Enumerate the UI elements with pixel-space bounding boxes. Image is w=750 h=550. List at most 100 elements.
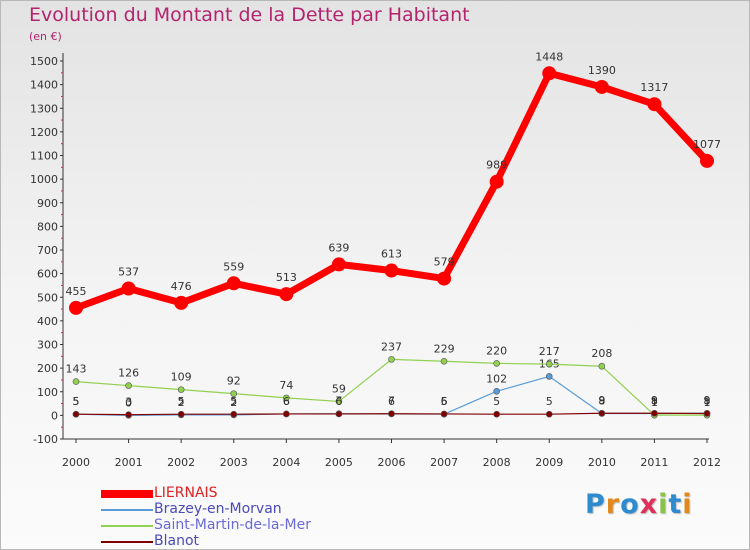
data-point bbox=[125, 382, 132, 389]
data-point bbox=[545, 410, 553, 418]
data-label: 6 bbox=[388, 395, 395, 408]
logo-letter: P bbox=[585, 489, 606, 520]
data-label: 6 bbox=[441, 395, 448, 408]
data-label: 989 bbox=[486, 159, 507, 172]
data-label: 6 bbox=[335, 395, 342, 408]
logo-letter: r bbox=[605, 489, 621, 520]
data-label: 9 bbox=[598, 394, 605, 407]
data-label: 5 bbox=[73, 395, 80, 408]
data-label: 8 bbox=[651, 394, 658, 407]
data-label: 5 bbox=[493, 395, 500, 408]
data-label: 0 bbox=[125, 396, 132, 409]
data-point bbox=[493, 410, 500, 418]
data-label: 6 bbox=[283, 395, 290, 408]
y-tick-label: 1500 bbox=[30, 55, 58, 68]
data-label: 208 bbox=[591, 347, 612, 360]
x-tick-label: 2008 bbox=[483, 456, 511, 469]
data-label: 237 bbox=[381, 340, 402, 353]
data-point bbox=[125, 411, 132, 418]
data-point bbox=[493, 360, 500, 367]
data-point bbox=[388, 410, 395, 418]
data-point bbox=[335, 410, 343, 418]
data-point bbox=[647, 97, 662, 112]
data-point bbox=[700, 153, 714, 168]
data-point bbox=[72, 410, 80, 418]
y-tick-label: 400 bbox=[37, 315, 58, 328]
y-tick-label: 1300 bbox=[30, 102, 58, 115]
data-label: 3 bbox=[125, 396, 132, 409]
data-label: 639 bbox=[328, 241, 349, 254]
data-label: 5 bbox=[178, 395, 185, 408]
chart-unit-label: (en €) bbox=[29, 30, 62, 43]
x-tick-label: 2012 bbox=[693, 456, 721, 469]
x-tick-label: 2002 bbox=[167, 456, 195, 469]
y-tick-label: 1400 bbox=[30, 79, 58, 92]
data-point bbox=[384, 263, 399, 278]
data-label: 1077 bbox=[693, 138, 721, 151]
legend-swatch bbox=[101, 509, 153, 511]
y-tick-label: 900 bbox=[37, 197, 58, 210]
data-label: 5 bbox=[230, 395, 237, 408]
data-label: 8 bbox=[598, 394, 605, 407]
data-label: 102 bbox=[486, 372, 507, 385]
data-label: 109 bbox=[171, 371, 192, 384]
logo-letter: t bbox=[668, 489, 683, 520]
data-label: 613 bbox=[381, 248, 402, 261]
logo-letter: i bbox=[658, 489, 669, 520]
data-label: 2 bbox=[178, 396, 185, 409]
legend-label: Brazey-en-Morvan bbox=[154, 501, 282, 517]
data-label: 5 bbox=[441, 395, 448, 408]
data-point bbox=[542, 66, 557, 81]
x-tick-label: 2001 bbox=[115, 456, 143, 469]
legend-swatch bbox=[101, 541, 153, 543]
data-label: 1 bbox=[704, 396, 711, 409]
y-tick-label: 500 bbox=[37, 291, 58, 304]
x-tick-label: 2006 bbox=[378, 456, 406, 469]
data-label: 6 bbox=[283, 395, 290, 408]
y-tick-label: 600 bbox=[37, 268, 58, 281]
data-label: 537 bbox=[118, 266, 139, 279]
data-point bbox=[651, 409, 658, 417]
data-point bbox=[437, 271, 452, 286]
series-liernais: 455 537 476 559 513 639 613 579 989 1448 1390 1317 1… bbox=[66, 50, 721, 315]
data-point bbox=[388, 356, 395, 363]
data-label: 126 bbox=[118, 367, 139, 380]
legend-swatch bbox=[101, 525, 153, 527]
y-tick-label: 800 bbox=[37, 220, 58, 233]
data-label: 229 bbox=[434, 342, 455, 355]
y-tick-label: 1200 bbox=[30, 126, 58, 139]
x-tick-label: 2011 bbox=[640, 456, 668, 469]
data-point bbox=[230, 410, 238, 418]
x-tick-label: 2005 bbox=[325, 456, 353, 469]
data-label: 220 bbox=[486, 344, 507, 357]
data-point bbox=[230, 390, 238, 397]
legend-label: Saint-Martin-de-la-Mer bbox=[154, 517, 312, 533]
data-point bbox=[489, 174, 504, 189]
data-point bbox=[72, 378, 80, 385]
data-label: 59 bbox=[332, 382, 346, 395]
data-point bbox=[177, 386, 185, 393]
data-label: 8 bbox=[704, 394, 711, 407]
y-tick-label: 1100 bbox=[30, 150, 58, 163]
data-label: 92 bbox=[227, 375, 241, 388]
data-point bbox=[440, 410, 448, 418]
x-tick-label: 2000 bbox=[62, 456, 90, 469]
data-point bbox=[598, 362, 606, 370]
logo-letter: x bbox=[639, 489, 659, 520]
data-label: 217 bbox=[539, 345, 560, 358]
data-point bbox=[703, 410, 711, 417]
data-point bbox=[279, 287, 294, 302]
y-tick-label: 100 bbox=[37, 386, 58, 399]
data-label: 9 bbox=[651, 394, 658, 407]
y-tick-label: 300 bbox=[37, 339, 58, 352]
x-tick-label: 2004 bbox=[272, 456, 300, 469]
data-point bbox=[69, 300, 83, 315]
data-label: 559 bbox=[223, 260, 244, 273]
logo-letter: o bbox=[620, 489, 640, 520]
data-label: 7 bbox=[388, 395, 395, 408]
y-tick-label: -100 bbox=[33, 433, 58, 446]
y-tick-label: 1000 bbox=[30, 173, 58, 186]
